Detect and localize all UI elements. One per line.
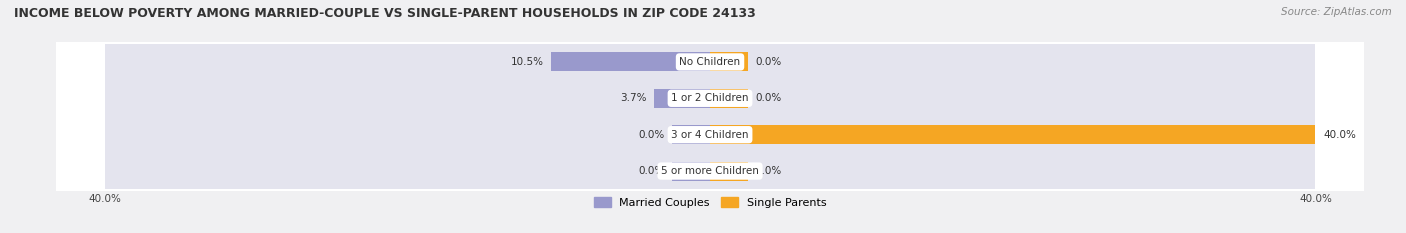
Text: No Children: No Children [679, 57, 741, 67]
Bar [710, 89, 748, 108]
Text: Source: ZipAtlas.com: Source: ZipAtlas.com [1281, 7, 1392, 17]
Bar [551, 52, 710, 71]
Text: 1 or 2 Children: 1 or 2 Children [671, 93, 749, 103]
Bar [104, 153, 1316, 189]
Text: 0.0%: 0.0% [755, 57, 782, 67]
Text: 3 or 4 Children: 3 or 4 Children [671, 130, 749, 140]
Bar [104, 116, 1316, 153]
Text: 40.0%: 40.0% [1323, 130, 1355, 140]
Text: 3.7%: 3.7% [620, 93, 647, 103]
Bar [104, 80, 1316, 116]
Text: INCOME BELOW POVERTY AMONG MARRIED-COUPLE VS SINGLE-PARENT HOUSEHOLDS IN ZIP COD: INCOME BELOW POVERTY AMONG MARRIED-COUPL… [14, 7, 756, 20]
Legend: Married Couples, Single Parents: Married Couples, Single Parents [589, 193, 831, 212]
Bar [672, 125, 710, 144]
Bar [710, 162, 748, 181]
Text: 0.0%: 0.0% [755, 166, 782, 176]
Bar [672, 162, 710, 181]
Bar [710, 52, 748, 71]
Bar [654, 89, 710, 108]
Text: 10.5%: 10.5% [510, 57, 544, 67]
Text: 0.0%: 0.0% [638, 130, 665, 140]
Bar [710, 125, 1316, 144]
Text: 0.0%: 0.0% [638, 166, 665, 176]
Bar [104, 44, 1316, 80]
Text: 5 or more Children: 5 or more Children [661, 166, 759, 176]
Text: 0.0%: 0.0% [755, 93, 782, 103]
